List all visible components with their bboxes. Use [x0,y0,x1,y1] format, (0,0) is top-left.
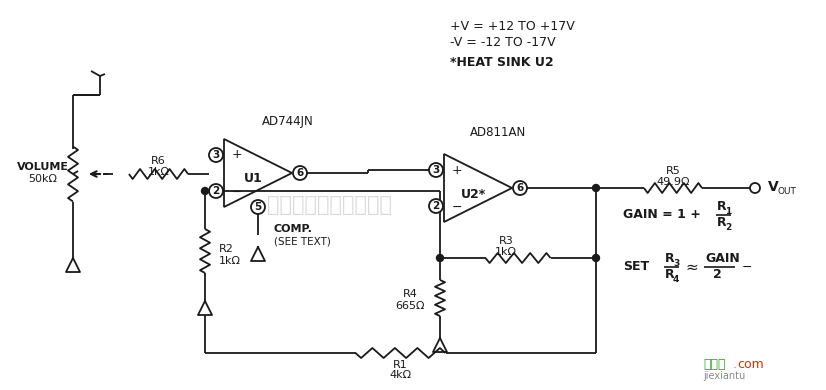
Circle shape [251,200,265,214]
Text: SET: SET [623,261,649,273]
Text: OUT: OUT [778,188,797,197]
Polygon shape [444,154,512,222]
Text: R1: R1 [393,360,408,370]
Text: 1kΩ: 1kΩ [495,247,517,257]
Text: 2: 2 [432,201,439,211]
Circle shape [209,148,223,162]
Text: R4: R4 [402,289,417,299]
Text: −: − [232,186,243,199]
Text: R: R [665,252,675,266]
Text: −: − [742,261,752,273]
Text: GAIN: GAIN [705,252,740,266]
Text: U1: U1 [244,172,263,186]
Text: 4kΩ: 4kΩ [389,370,411,380]
Text: +V = +12 TO +17V: +V = +12 TO +17V [450,21,575,34]
Text: 3: 3 [432,165,439,175]
Text: 49.9Ω: 49.9Ω [656,177,690,187]
Text: GAIN = 1 +: GAIN = 1 + [623,209,705,222]
Text: 50kΩ: 50kΩ [29,174,58,184]
Text: R3: R3 [499,236,514,246]
Circle shape [592,184,600,191]
Text: 3: 3 [212,150,220,160]
Text: +: + [232,149,243,161]
Text: U2*: U2* [460,188,486,200]
Text: (SEE TEXT): (SEE TEXT) [274,236,331,246]
Text: R: R [717,216,727,229]
Text: 6: 6 [297,168,304,178]
Text: 5: 5 [254,202,262,212]
Circle shape [293,166,307,180]
Text: 3: 3 [673,259,679,268]
Text: 2: 2 [212,186,220,196]
Text: AD744JN: AD744JN [262,115,314,128]
Circle shape [202,188,208,195]
Polygon shape [224,139,292,207]
Circle shape [592,255,600,262]
Text: R: R [717,200,727,213]
Text: 2: 2 [725,223,731,232]
Circle shape [429,163,443,177]
Text: 1: 1 [725,206,731,216]
Text: AD811AN: AD811AN [470,126,526,140]
Circle shape [429,199,443,213]
Text: 2: 2 [713,268,722,282]
Text: R5: R5 [666,166,681,176]
Circle shape [436,255,444,262]
Text: −: − [452,200,463,213]
Text: 杭州将星科技有限公司: 杭州将星科技有限公司 [268,195,392,215]
Text: R: R [665,268,675,282]
Circle shape [209,184,223,198]
Text: .: . [733,358,737,372]
Text: +: + [452,163,463,177]
Text: jiexiantu: jiexiantu [703,371,745,381]
Text: VOLUME: VOLUME [17,162,69,172]
Circle shape [750,183,760,193]
Text: 接线图: 接线图 [703,358,725,372]
Text: ≈: ≈ [685,259,698,275]
Text: 665Ω: 665Ω [396,301,425,311]
Text: 1kΩ: 1kΩ [219,256,241,266]
Text: R2: R2 [219,244,234,254]
Text: 6: 6 [516,183,524,193]
Text: -V = -12 TO -17V: -V = -12 TO -17V [450,37,556,50]
Text: COMP.: COMP. [274,224,313,234]
Text: 4: 4 [673,275,679,284]
Text: R6: R6 [151,156,166,166]
Text: V: V [768,180,779,194]
Text: *HEAT SINK U2: *HEAT SINK U2 [450,55,553,69]
Circle shape [513,181,527,195]
Text: com: com [737,358,764,372]
Text: 1kΩ: 1kΩ [148,167,169,177]
